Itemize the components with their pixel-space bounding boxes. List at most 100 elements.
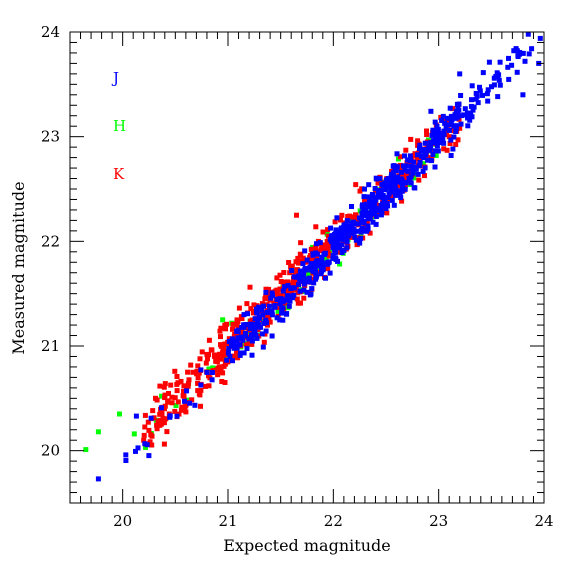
data-point [142, 412, 148, 418]
data-point [280, 279, 286, 285]
data-point [393, 168, 399, 174]
data-point [253, 332, 259, 338]
data-point [421, 155, 427, 161]
data-point [439, 117, 445, 123]
data-point [368, 199, 374, 205]
data-point [309, 276, 315, 282]
data-point [378, 212, 384, 218]
data-point [411, 159, 417, 165]
data-point [311, 264, 316, 270]
data-point [417, 142, 423, 148]
data-point [261, 339, 267, 345]
data-point [395, 188, 401, 194]
data-point [248, 306, 254, 312]
data-point [351, 219, 356, 225]
data-point [183, 402, 189, 408]
data-point [304, 257, 310, 263]
data-point [311, 280, 317, 286]
data-point [514, 69, 520, 75]
data-point [373, 221, 379, 227]
data-point [162, 392, 168, 398]
data-point [484, 91, 490, 97]
data-point [362, 186, 367, 192]
data-point [525, 31, 531, 37]
data-point [458, 121, 464, 127]
data-point [362, 198, 367, 204]
data-point [166, 391, 171, 396]
data-point [277, 286, 283, 292]
data-point [206, 337, 212, 343]
data-point [491, 82, 497, 88]
data-point [309, 246, 314, 252]
data-point [259, 331, 265, 337]
x-tick-label: 22 [324, 512, 343, 530]
data-point [370, 219, 376, 225]
data-point [263, 294, 269, 300]
data-point [469, 83, 475, 89]
data-point [294, 267, 300, 273]
data-point [353, 182, 359, 188]
data-point [281, 270, 287, 275]
data-point [248, 321, 254, 327]
data-point [358, 227, 364, 233]
data-point [322, 250, 328, 256]
data-point [172, 395, 178, 401]
data-point [444, 147, 450, 153]
data-point [443, 125, 449, 131]
data-point [373, 214, 379, 219]
data-point [337, 236, 343, 242]
data-point [397, 192, 403, 198]
data-point [154, 422, 160, 428]
data-point [247, 318, 253, 324]
data-point [429, 148, 435, 154]
data-point [375, 180, 381, 186]
data-point [328, 225, 334, 231]
data-point [392, 192, 398, 198]
data-point [266, 286, 272, 292]
data-point [260, 312, 266, 318]
data-point [353, 237, 359, 243]
data-point [158, 417, 164, 423]
data-point [448, 153, 454, 158]
data-point [244, 342, 249, 348]
data-point [247, 326, 253, 332]
data-point [230, 339, 236, 345]
data-point [417, 160, 423, 165]
data-point [413, 166, 419, 172]
data-point [471, 104, 477, 110]
data-point [422, 173, 427, 179]
data-point [198, 367, 204, 373]
data-point [277, 272, 283, 278]
data-point [248, 334, 254, 340]
data-point [286, 260, 292, 265]
data-point [131, 431, 137, 437]
data-point [256, 314, 262, 320]
data-point [266, 303, 272, 309]
data-point [157, 411, 163, 417]
data-point [485, 98, 491, 104]
data-point [332, 219, 338, 225]
data-point [247, 284, 253, 290]
data-point [209, 347, 215, 353]
data-point [345, 226, 351, 232]
data-point [352, 234, 358, 240]
data-point [399, 169, 404, 175]
data-point [327, 270, 333, 276]
data-point [440, 113, 446, 119]
data-point [216, 364, 222, 370]
data-point [244, 346, 250, 351]
data-point [328, 239, 334, 244]
data-point [427, 147, 433, 153]
data-point [225, 350, 231, 356]
data-point [417, 163, 422, 169]
data-point [288, 286, 294, 291]
data-point [147, 439, 153, 445]
data-point [334, 215, 340, 221]
data-point [195, 380, 201, 386]
data-point [477, 84, 482, 90]
data-point [263, 289, 269, 295]
data-point [365, 225, 371, 231]
data-point [83, 447, 89, 453]
data-point [441, 128, 447, 134]
